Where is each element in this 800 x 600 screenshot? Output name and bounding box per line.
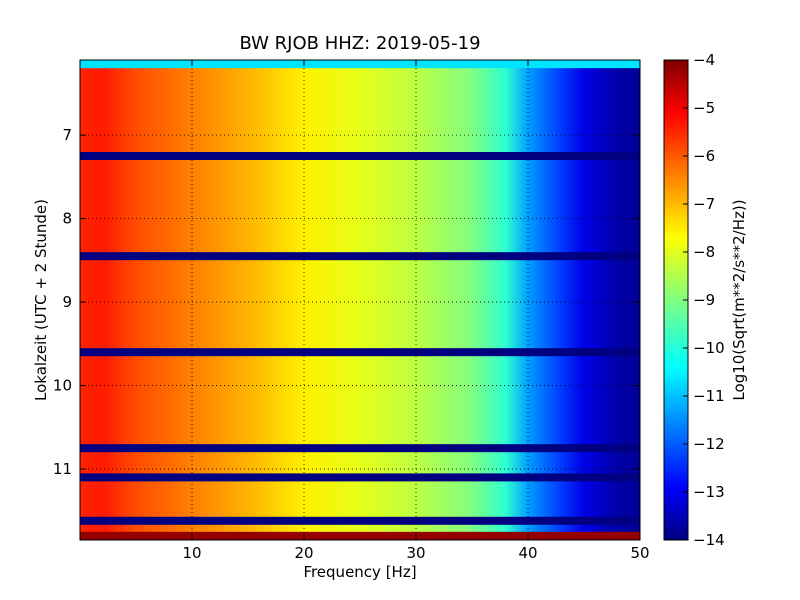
x-tick-label: 20: [294, 544, 313, 562]
chart-title: BW RJOB HHZ: 2019-05-19: [239, 33, 480, 54]
y-tick-label: 9: [62, 293, 72, 311]
y-tick-label: 11: [53, 460, 72, 478]
y-tick-label: 10: [53, 377, 72, 395]
x-tick-label: 30: [406, 544, 425, 562]
gap-row: [80, 531, 640, 540]
colorbar-tick-label: −5: [693, 99, 715, 117]
colorbar-tick-label: −6: [693, 147, 715, 165]
gap-row: [80, 152, 640, 160]
colorbar-label: Log10(Sqrt(m**2/s**2/Hz)): [730, 199, 748, 400]
gap-row: [80, 348, 640, 357]
plot-frame: [79, 59, 641, 541]
colorbar-tick-label: −13: [693, 483, 725, 501]
colorbar-tick-label: −12: [693, 435, 725, 453]
grid-lines: [80, 60, 641, 540]
colorbar-tick-label: −11: [693, 387, 725, 405]
gap-rows: [80, 60, 640, 540]
x-tick-label: 50: [630, 544, 649, 562]
spectrogram-heatmap: [80, 60, 640, 540]
gap-row: [80, 444, 640, 453]
colorbar-tick-label: −14: [693, 531, 725, 549]
x-tick-label: 40: [518, 544, 537, 562]
colorbar-tick-label: −4: [693, 51, 715, 69]
x-axis-label: Frequency [Hz]: [303, 563, 416, 581]
y-axis: 7 8 9 10 11: [53, 126, 640, 478]
colorbar-tick-label: −7: [693, 195, 715, 213]
colorbar-tick-label: −8: [693, 243, 715, 261]
x-tick-label: 10: [182, 544, 201, 562]
y-axis-label: Lokalzeit (UTC + 2 Stunde): [32, 199, 50, 401]
x-axis: 10 20 30 40 50: [182, 60, 650, 562]
y-tick-label: 8: [62, 210, 72, 228]
gap-row: [80, 516, 640, 525]
colorbar-ticks: −4 −5 −6 −7 −8 −9 −10 −11 −12 −13 −14: [683, 51, 725, 549]
colorbar-tick-label: −10: [693, 339, 725, 357]
gap-row: [80, 473, 640, 482]
colorbar-tick-label: −9: [693, 291, 715, 309]
gap-row: [80, 60, 640, 69]
y-tick-label: 7: [62, 126, 72, 144]
gap-row: [80, 252, 640, 261]
spectrogram-plot-area: [80, 60, 640, 540]
